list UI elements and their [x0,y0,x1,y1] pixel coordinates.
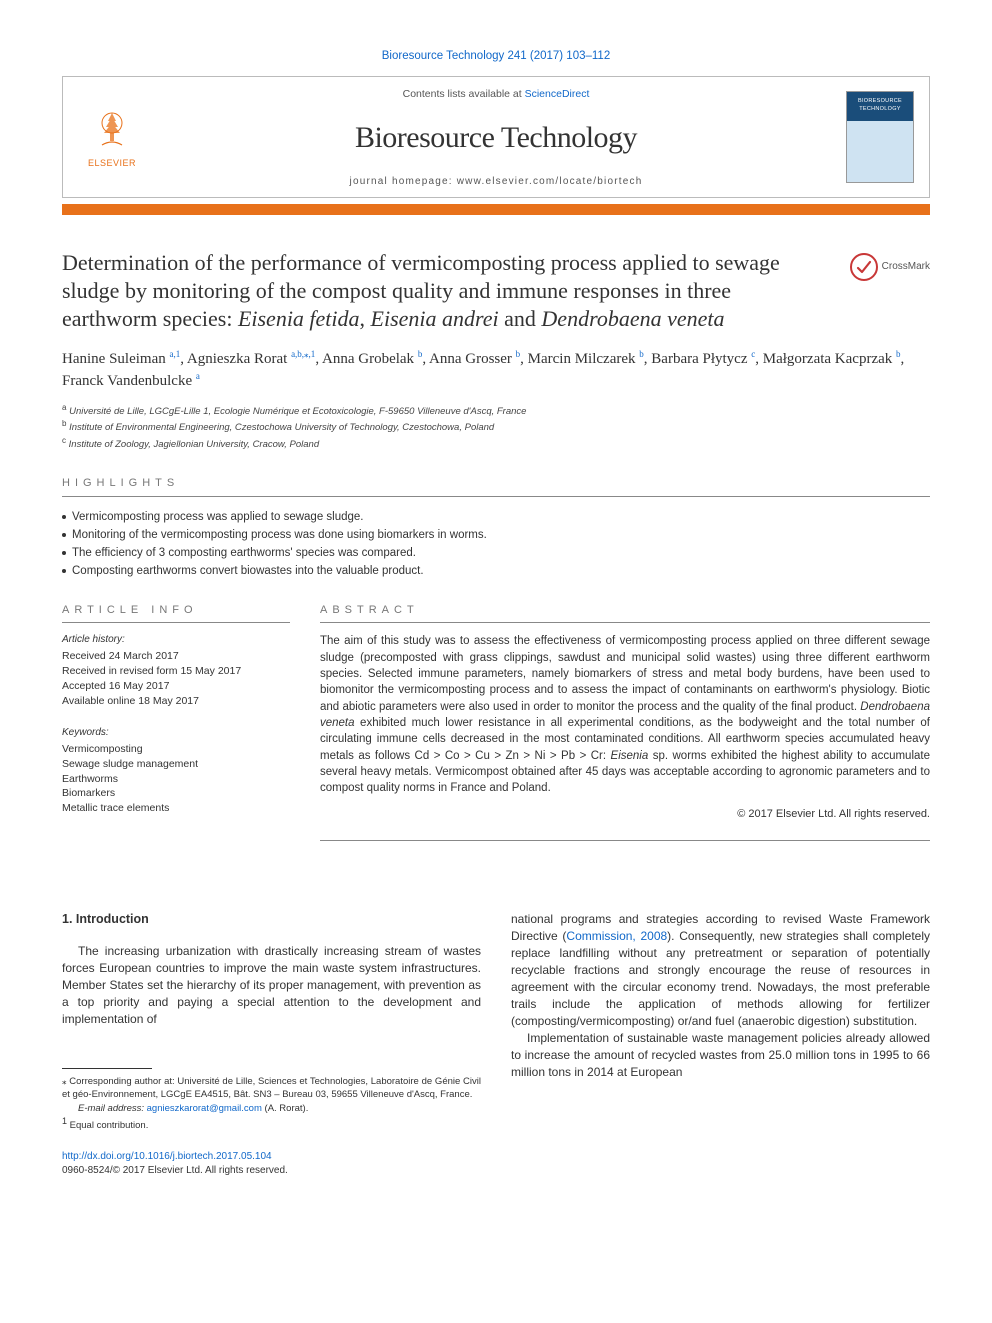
footnote-text: Equal contribution. [70,1120,149,1131]
homepage-prefix: journal homepage: [350,176,457,187]
history-accepted: Accepted 16 May 2017 [62,679,290,694]
publisher-label: ELSEVIER [88,157,136,170]
title-species-2: Eisenia andrei [371,306,499,331]
body-text: ). Consequently, new strategies shall co… [511,929,930,1028]
abstract-end-rule [320,840,930,841]
affiliation: c Institute of Zoology, Jagiellonian Uni… [62,435,930,452]
footnotes: ⁎ Corresponding author at: Université de… [62,1075,481,1132]
body-columns: 1. Introduction The increasing urbanizat… [62,911,930,1132]
history-header: Article history: [62,633,290,647]
author: Anna Grosser b [429,351,520,367]
title-species-3: Dendrobaena veneta [541,306,724,331]
author: Barbara Płytycz c [651,351,755,367]
issue-citation-link[interactable]: Bioresource Technology 241 (2017) 103–11… [382,50,610,62]
page-footer: http://dx.doi.org/10.1016/j.biortech.201… [62,1150,930,1178]
keyword: Vermicomposting [62,742,290,757]
article-history: Received 24 March 2017 Received in revis… [62,649,290,708]
journal-cover-thumb [846,91,914,183]
highlight-item: The efficiency of 3 composting earthworm… [62,545,930,561]
body-column-right: national programs and strategies accordi… [511,911,930,1132]
history-received: Received 24 March 2017 [62,649,290,664]
keywords-list: Vermicomposting Sewage sludge management… [62,742,290,815]
crossmark-badge[interactable]: CrossMark [850,253,930,281]
body-paragraph: Implementation of sustainable waste mana… [511,1030,930,1081]
body-paragraph: national programs and strategies accordi… [511,911,930,1030]
affiliation: b Institute of Environmental Engineering… [62,418,930,435]
keyword: Earthworms [62,772,290,787]
author: Małgorzata Kacprzak b [763,351,901,367]
footnote-text: Corresponding author at: Université de L… [62,1076,481,1100]
highlights-label: HIGHLIGHTS [62,476,930,491]
abstract-species: Eisenia [611,750,649,762]
footnote-corresponding: ⁎ Corresponding author at: Université de… [62,1075,481,1102]
orange-divider [62,204,930,215]
highlight-item: Vermicomposting process was applied to s… [62,509,930,525]
email-who: (A. Rorat). [262,1103,308,1114]
history-revised: Received in revised form 15 May 2017 [62,664,290,679]
keyword: Biomarkers [62,786,290,801]
author: Hanine Suleiman a,1 [62,351,180,367]
title-sep-2: and [499,306,542,331]
history-online: Available online 18 May 2017 [62,694,290,709]
header-center: Contents lists available at ScienceDirec… [161,77,831,197]
crossmark-icon [850,253,878,281]
highlights-rule [62,496,930,497]
abstract-column: ABSTRACT The aim of this study was to as… [320,603,930,881]
article-info-column: ARTICLE INFO Article history: Received 2… [62,603,290,881]
contents-prefix: Contents lists available at [403,88,525,100]
elsevier-tree-icon [88,105,136,153]
cover-thumb-block [831,77,929,197]
keyword: Metallic trace elements [62,801,290,816]
article-info-rule [62,622,290,623]
copyright-line: © 2017 Elsevier Ltd. All rights reserved… [320,807,930,822]
issn-copyright: 0960-8524/© 2017 Elsevier Ltd. All right… [62,1164,930,1178]
crossmark-label: CrossMark [882,260,930,274]
footnote-marker: ⁎ [62,1076,67,1086]
author-list: Hanine Suleiman a,1, Agnieszka Rorat a,b… [62,348,930,392]
highlight-item: Composting earthworms convert biowastes … [62,563,930,579]
abstract-part: The aim of this study was to assess the … [320,635,930,712]
contents-lists-line: Contents lists available at ScienceDirec… [403,87,590,102]
highlights-list: Vermicomposting process was applied to s… [62,509,930,579]
issue-citation: Bioresource Technology 241 (2017) 103–11… [62,48,930,64]
author: Marcin Milczarek b [528,351,644,367]
affiliation: a Université de Lille, LGCgE-Lille 1, Ec… [62,402,930,419]
keywords-header: Keywords: [62,726,290,740]
keyword: Sewage sludge management [62,757,290,772]
intro-heading: 1. Introduction [62,911,481,929]
article-info-label: ARTICLE INFO [62,603,290,618]
email-label: E-mail address: [78,1103,147,1114]
sciencedirect-link[interactable]: ScienceDirect [525,88,590,100]
affiliations: a Université de Lille, LGCgE-Lille 1, Ec… [62,402,930,453]
body-column-left: 1. Introduction The increasing urbanizat… [62,911,481,1132]
footnote-equal: 1 Equal contribution. [62,1115,481,1132]
footnote-marker: 1 [62,1116,67,1126]
email-link[interactable]: agnieszkarorat@gmail.com [147,1103,262,1114]
publisher-block: ELSEVIER [63,77,161,197]
doi-link[interactable]: http://dx.doi.org/10.1016/j.biortech.201… [62,1151,272,1162]
author: Franck Vandenbulcke a [62,373,200,389]
title-sep-1: , [360,306,371,331]
journal-header: ELSEVIER Contents lists available at Sci… [62,76,930,198]
abstract-rule [320,622,930,623]
journal-name: Bioresource Technology [355,117,637,159]
footnote-email: E-mail address: agnieszkarorat@gmail.com… [62,1102,481,1115]
highlight-item: Monitoring of the vermicomposting proces… [62,527,930,543]
abstract-label: ABSTRACT [320,603,930,618]
author: Anna Grobelak b [322,351,422,367]
article-title: Determination of the performance of verm… [62,249,930,333]
abstract-text: The aim of this study was to assess the … [320,633,930,796]
homepage-url[interactable]: www.elsevier.com/locate/biortech [457,176,643,187]
journal-homepage-line: journal homepage: www.elsevier.com/locat… [350,175,643,189]
body-paragraph: The increasing urbanization with drastic… [62,943,481,1028]
citation-link[interactable]: Commission, 2008 [566,929,667,943]
title-species-1: Eisenia fetida [238,306,360,331]
footnote-rule [62,1068,152,1069]
author: Agnieszka Rorat a,b,⁎,1 [187,351,315,367]
